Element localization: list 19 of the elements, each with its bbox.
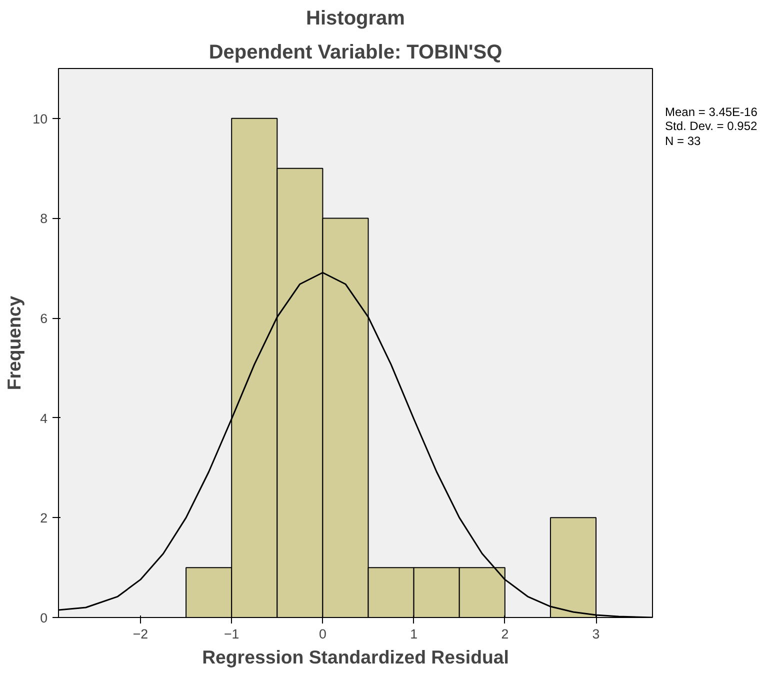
chart-subtitle: Dependent Variable: TOBIN'SQ — [208, 42, 502, 64]
y-tick-label: 0 — [40, 610, 48, 626]
x-tick-label: 2 — [501, 626, 509, 642]
chart-title: Histogram — [306, 8, 405, 30]
y-tick-label: 2 — [40, 510, 48, 526]
x-tick-label: −1 — [224, 626, 240, 642]
text: Mean = 3.45E-16 — [665, 105, 758, 119]
x-axis-title: Regression Standardized Residual — [202, 646, 509, 668]
x-tick-label: 1 — [410, 626, 418, 642]
text: N = 33 — [665, 134, 701, 148]
x-tick-label: −2 — [132, 626, 148, 642]
y-axis-title: Frequency — [4, 295, 25, 390]
y-tick-label: 6 — [40, 311, 48, 326]
y-tick-label: 10 — [32, 111, 48, 126]
x-tick-label: 3 — [592, 626, 600, 642]
y-tick-label: 8 — [40, 211, 48, 226]
y-tick-label: 4 — [40, 410, 48, 426]
x-tick-label: 0 — [318, 626, 326, 642]
text: Std. Dev. = 0.952 — [665, 119, 758, 134]
